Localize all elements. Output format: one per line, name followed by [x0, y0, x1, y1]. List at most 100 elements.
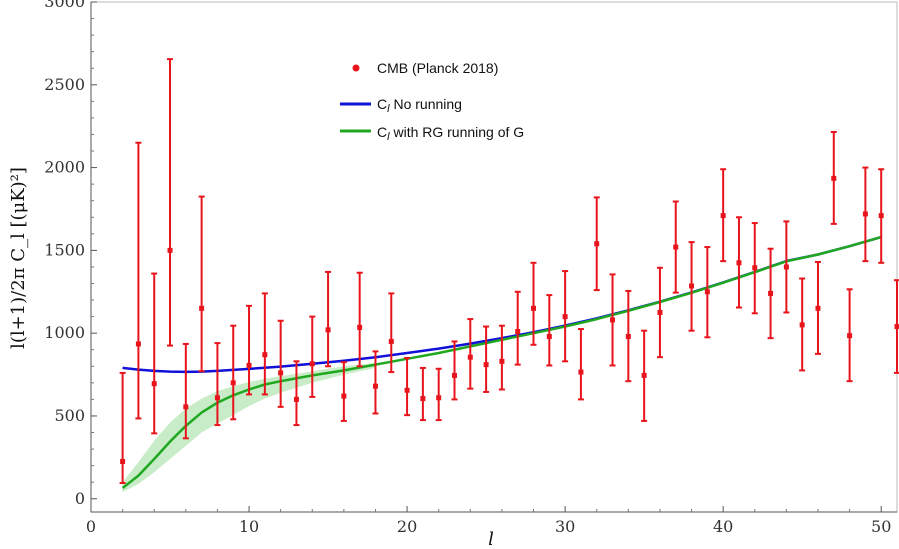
data-point-group [751, 222, 758, 315]
data-point [420, 396, 426, 402]
data-point-group [167, 58, 174, 347]
data-point-group [372, 350, 379, 415]
data-point-group [483, 325, 490, 393]
data-point [309, 361, 315, 367]
data-point-group [119, 371, 126, 485]
data-point [467, 354, 473, 360]
data-point-group [230, 324, 237, 421]
data-point [610, 317, 616, 323]
data-point-group [340, 361, 347, 422]
data-point-group [735, 216, 742, 309]
data-point [768, 290, 774, 296]
data-point [562, 314, 568, 320]
data-point-group [151, 272, 158, 435]
data-point [657, 309, 663, 315]
data-point-group [830, 130, 837, 225]
data-point-group [214, 342, 221, 427]
data-point-group [641, 329, 648, 422]
data-point-group [625, 289, 632, 383]
data-point-group [435, 367, 442, 422]
data-point [720, 213, 726, 219]
data-point-group [198, 195, 205, 373]
data-point-group [704, 246, 711, 339]
x-axis-title: l [488, 529, 494, 549]
x-tick-label: 20 [397, 517, 417, 536]
data-point-group [530, 261, 537, 346]
y-tick-label: 3000 [44, 0, 85, 11]
legend: CMB (Planck 2018) Cl No running Cl with … [340, 60, 524, 143]
data-point [594, 241, 600, 247]
data-point [831, 175, 837, 181]
data-point [325, 327, 331, 333]
data-point-group [783, 220, 790, 314]
data-point-group [846, 288, 853, 383]
errorbar-layer [119, 58, 899, 485]
data-point [214, 395, 220, 401]
y-tick-label: 2500 [44, 75, 85, 94]
data-point-group [767, 247, 774, 340]
data-point-group [799, 277, 806, 372]
data-point [388, 338, 394, 344]
data-point-group [878, 168, 885, 264]
data-point [704, 289, 710, 295]
data-point [357, 324, 363, 330]
data-point-group [182, 342, 189, 440]
data-point [546, 333, 552, 339]
data-point [515, 329, 521, 335]
data-point-group [593, 196, 600, 292]
data-point [135, 341, 141, 347]
legend-marker-cmb [352, 64, 360, 72]
y-tick-label: 1500 [44, 240, 85, 259]
data-point-group [862, 166, 869, 263]
x-tick-label: 0 [86, 517, 96, 536]
data-point-group [261, 292, 268, 396]
y-tick-label: 0 [75, 489, 85, 508]
data-point-group [467, 318, 474, 390]
data-point-group [451, 340, 458, 401]
y-tick-label: 500 [54, 406, 85, 425]
data-point [262, 352, 268, 358]
data-point [372, 383, 378, 389]
x-tick-label: 40 [713, 517, 733, 536]
data-point-group [609, 273, 616, 367]
data-point-group [672, 200, 679, 294]
data-point-group [277, 319, 284, 408]
data-point-group [894, 279, 899, 374]
data-point-group [514, 290, 521, 366]
data-point [641, 372, 647, 378]
data-point [167, 247, 173, 253]
data-point-group [814, 260, 821, 355]
data-point-group [498, 324, 505, 391]
data-point [578, 369, 584, 375]
y-axis-title: l(l+1)/2π C_l [(μK)²] [8, 167, 29, 349]
data-point [894, 324, 899, 330]
data-point [278, 370, 284, 376]
data-point-group [720, 168, 727, 263]
x-tick-label: 50 [871, 517, 891, 536]
data-point [483, 362, 489, 368]
data-point [847, 333, 853, 339]
series-line-rg-running [121, 235, 882, 489]
data-point-group [419, 366, 426, 422]
data-point [436, 395, 442, 401]
x-tick-label: 30 [555, 517, 575, 536]
data-point [799, 322, 805, 328]
legend-label-cmb: CMB (Planck 2018) [377, 60, 498, 76]
data-point [451, 372, 457, 378]
x-tick-label: 10 [239, 517, 259, 536]
data-point [531, 305, 537, 311]
data-point-group [293, 360, 300, 427]
data-point-group [656, 266, 663, 359]
data-point [341, 393, 347, 399]
data-point-group [309, 315, 316, 398]
data-point [246, 362, 252, 368]
data-point [404, 387, 410, 393]
data-point [151, 381, 157, 387]
legend-label-no-running: Cl No running [377, 96, 462, 115]
y-tick-label: 2000 [44, 158, 85, 177]
data-point-group [388, 292, 395, 374]
data-point [736, 260, 742, 266]
data-point-group [404, 357, 411, 417]
